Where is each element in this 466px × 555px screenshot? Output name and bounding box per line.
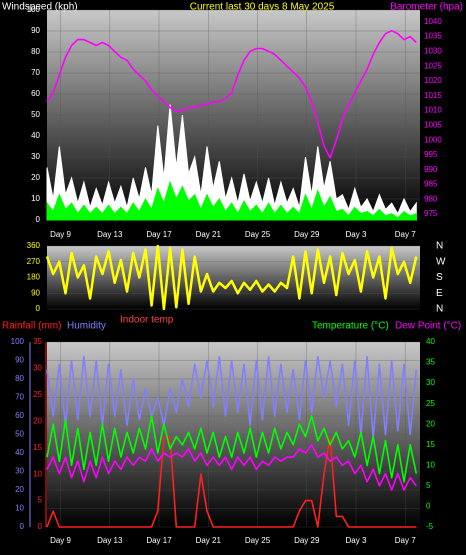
- line: [46, 356, 418, 439]
- x-tick-label: Day 17: [146, 230, 172, 239]
- y-tick-label: 60: [15, 411, 24, 420]
- y2-tick-label: 1010: [424, 106, 442, 115]
- y2-tick-label: 15: [426, 440, 435, 449]
- legend-label: Dew Point (°C): [395, 321, 461, 332]
- y-axis-label: Windspeed (kph): [2, 2, 78, 13]
- y2-tick-label: 0: [426, 502, 431, 511]
- y2-tick-label: E: [436, 288, 443, 299]
- y2-tick-label: 25: [426, 399, 435, 408]
- y2-tick-label: 1005: [424, 120, 442, 129]
- y-tick-label: 80: [31, 47, 40, 56]
- x-tick-label: Day 21: [196, 536, 222, 545]
- x-tick-label: Day 13: [97, 536, 123, 545]
- line: [46, 29, 417, 159]
- y-tick-label: 80: [15, 374, 24, 383]
- y-tick-label: 360: [27, 241, 41, 250]
- legend-label: Humidity: [67, 321, 106, 332]
- y-tick-label: 90: [31, 26, 40, 35]
- x-tick-label: Day 17: [146, 536, 172, 545]
- x-tick-label: Day 3: [346, 536, 367, 545]
- y2-tick-label: 990: [424, 165, 438, 174]
- y-tick-label: 20: [31, 173, 40, 182]
- area: [46, 180, 417, 221]
- y2-tick-label: 40: [426, 337, 435, 346]
- y-tick-label: 180: [27, 273, 41, 282]
- y-tick-label: 0: [36, 215, 41, 224]
- y2-tick-label: 995: [424, 150, 438, 159]
- y-tick-label: 60: [31, 89, 40, 98]
- y2-tick-label: 10: [426, 460, 435, 469]
- y-tick-label: 270: [27, 257, 41, 266]
- y-tick-label: 90: [15, 356, 24, 365]
- x-tick-label: Day 9: [50, 230, 71, 239]
- x-tick-label: Day 29: [294, 230, 320, 239]
- x-tick-label: Day 3: [346, 230, 367, 239]
- y2-tick-label: 1015: [424, 91, 442, 100]
- y2-axis-label: Barometer (hpa): [390, 2, 463, 13]
- legend-label: Rainfall (mm): [2, 321, 61, 332]
- y2-tick-label: 1040: [424, 17, 442, 26]
- y3-tick-label: 10: [33, 469, 42, 478]
- y-tick-label: 70: [31, 68, 40, 77]
- line: [45, 244, 418, 311]
- y2-tick-label: N: [436, 304, 443, 315]
- y2-tick-label: 1025: [424, 61, 442, 70]
- y-tick-label: 90: [31, 288, 40, 297]
- y-tick-label: 50: [31, 110, 40, 119]
- y-tick-label: 100: [11, 337, 25, 346]
- y2-tick-label: S: [436, 272, 443, 283]
- y3-tick-label: 35: [33, 337, 42, 346]
- x-tick-label: Day 9: [50, 536, 71, 545]
- y-tick-label: 10: [31, 194, 40, 203]
- area: [46, 104, 417, 221]
- y-tick-label: 40: [31, 131, 40, 140]
- x-tick-label: Day 7: [395, 536, 416, 545]
- y2-tick-label: 5: [426, 481, 431, 490]
- y2-tick-label: 975: [424, 209, 438, 218]
- y-tick-label: 20: [15, 485, 24, 494]
- annotation: Indoor temp: [120, 315, 174, 326]
- y-tick-label: 50: [15, 430, 24, 439]
- x-tick-label: Day 13: [97, 230, 123, 239]
- x-tick-label: Day 25: [245, 536, 271, 545]
- y2-tick-label: 30: [426, 378, 435, 387]
- x-tick-label: Day 7: [395, 230, 416, 239]
- y3-tick-label: 15: [33, 443, 42, 452]
- y-tick-label: 30: [15, 467, 24, 476]
- y2-tick-label: 1030: [424, 47, 442, 56]
- y2-tick-label: 985: [424, 180, 438, 189]
- line: [46, 436, 417, 528]
- y-tick-label: 30: [31, 152, 40, 161]
- y2-tick-label: 20: [426, 419, 435, 428]
- y2-tick-label: 1035: [424, 32, 442, 41]
- y2-tick-label: 1000: [424, 135, 442, 144]
- line: [46, 444, 417, 491]
- y-tick-label: 70: [15, 393, 24, 402]
- y-tick-label: 40: [15, 448, 24, 457]
- y3-tick-label: 5: [38, 496, 43, 505]
- y3-tick-label: 0: [38, 522, 43, 531]
- y-tick-label: 0: [20, 522, 25, 531]
- y3-tick-label: 30: [33, 364, 42, 373]
- chart-title: Current last 30 days 8 May 2025: [190, 2, 335, 13]
- y2-tick-label: W: [436, 256, 446, 267]
- y2-tick-label: N: [436, 241, 443, 252]
- y3-tick-label: 20: [33, 416, 42, 425]
- y2-tick-label: -5: [426, 522, 434, 531]
- y2-tick-label: 35: [426, 358, 435, 367]
- y-tick-label: 10: [15, 504, 24, 513]
- line: [46, 415, 418, 483]
- y-tick-label: 100: [27, 5, 41, 14]
- x-tick-label: Day 21: [196, 230, 222, 239]
- legend-label: Temperature (°C): [312, 321, 389, 332]
- x-tick-label: Day 25: [245, 230, 271, 239]
- y-tick-label: 0: [36, 304, 41, 313]
- y2-tick-label: 980: [424, 194, 438, 203]
- y2-tick-label: 1020: [424, 76, 442, 85]
- x-tick-label: Day 29: [294, 536, 320, 545]
- y3-tick-label: 25: [33, 390, 42, 399]
